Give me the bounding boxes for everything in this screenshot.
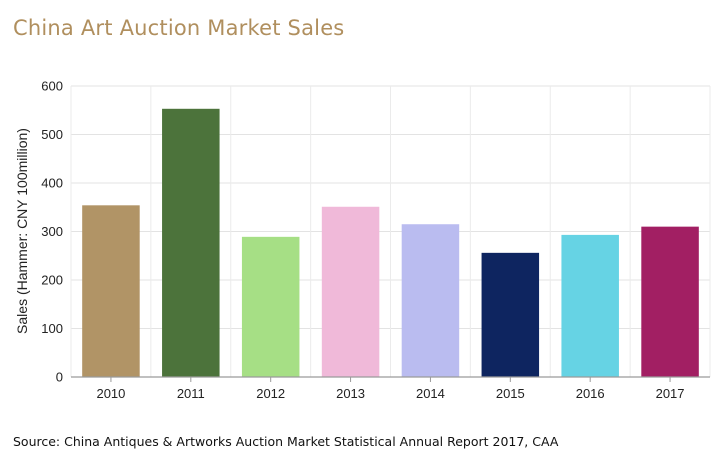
y-axis-label: Sales (Hammer: CNY 100million) (14, 128, 30, 334)
bar-2011 (162, 108, 220, 378)
x-tick-label: 2015 (496, 386, 525, 401)
chart-title: China Art Auction Market Sales (13, 16, 345, 40)
y-tick-label: 600 (41, 79, 63, 94)
bar-2010 (82, 205, 140, 377)
bar-2013 (321, 206, 380, 377)
bar-2016 (561, 234, 619, 377)
y-tick-label: 0 (56, 370, 63, 385)
axes: 0 100 200 300 400 500 600 2010 2011 2012 2013 2014 2… (41, 79, 710, 401)
source-note: Source: China Antiques & Artworks Auctio… (13, 434, 559, 449)
y-tick-label: 400 (41, 176, 63, 191)
bar-2012 (241, 236, 300, 377)
x-tick-label: 2013 (336, 386, 365, 401)
y-tick-label: 300 (41, 224, 63, 239)
bar-2017 (641, 226, 699, 377)
x-tick-label: 2014 (416, 386, 445, 401)
y-tick-label: 100 (41, 321, 63, 336)
bar-2015 (481, 252, 540, 377)
x-tick-label: 2010 (96, 386, 125, 401)
bars (82, 108, 699, 378)
x-tick-label: 2012 (256, 386, 285, 401)
y-tick-label: 200 (41, 273, 63, 288)
y-tick-label: 500 (41, 127, 63, 142)
x-tick-label: 2011 (177, 386, 205, 401)
bar-2014 (401, 224, 460, 377)
x-tick-label: 2016 (576, 386, 605, 401)
x-tick-label: 2017 (656, 386, 685, 401)
